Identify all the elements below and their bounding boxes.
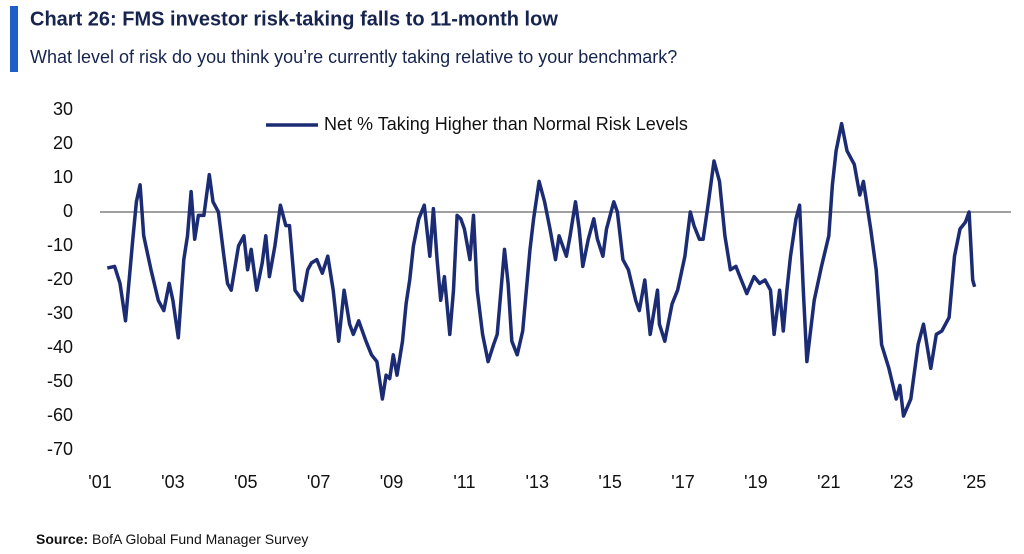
x-tick-label: '21: [817, 472, 840, 492]
title-bar: [10, 6, 18, 72]
data-line: [106, 121, 977, 418]
y-tick-label: -20: [47, 269, 73, 289]
x-tick-label: '15: [598, 472, 621, 492]
source-text: BofA Global Fund Manager Survey: [92, 531, 308, 547]
x-tick-label: '11: [453, 472, 475, 492]
y-tick-label: 10: [53, 167, 73, 187]
x-tick-label: '19: [744, 472, 767, 492]
x-tick-label: '25: [963, 472, 986, 492]
x-tick-label: '09: [380, 472, 403, 492]
source: Source: BofA Global Fund Manager Survey: [36, 531, 308, 547]
y-tick-label: 0: [63, 201, 73, 221]
x-tick-label: '23: [890, 472, 913, 492]
y-tick-label: -70: [47, 439, 73, 459]
x-tick-label: '03: [161, 472, 184, 492]
x-tick-label: '07: [307, 472, 330, 492]
y-tick-label: -60: [47, 405, 73, 425]
x-tick-label: '01: [88, 472, 111, 492]
y-tick-label: -40: [47, 337, 73, 357]
y-tick-label: 30: [53, 99, 73, 119]
x-tick-label: '13: [526, 472, 549, 492]
chart-subtitle: What level of risk do you think you’re c…: [30, 47, 677, 67]
source-label: Source:: [36, 531, 88, 547]
x-tick-label: '17: [671, 472, 694, 492]
x-tick-label: '05: [234, 472, 257, 492]
y-tick-label: 20: [53, 133, 73, 153]
y-tick-label: -10: [47, 235, 73, 255]
legend-label: Net % Taking Higher than Normal Risk Lev…: [324, 114, 688, 134]
y-tick-label: -30: [47, 303, 73, 323]
y-tick-label: -50: [47, 371, 73, 391]
chart-title: Chart 26: FMS investor risk-taking falls…: [30, 8, 558, 30]
